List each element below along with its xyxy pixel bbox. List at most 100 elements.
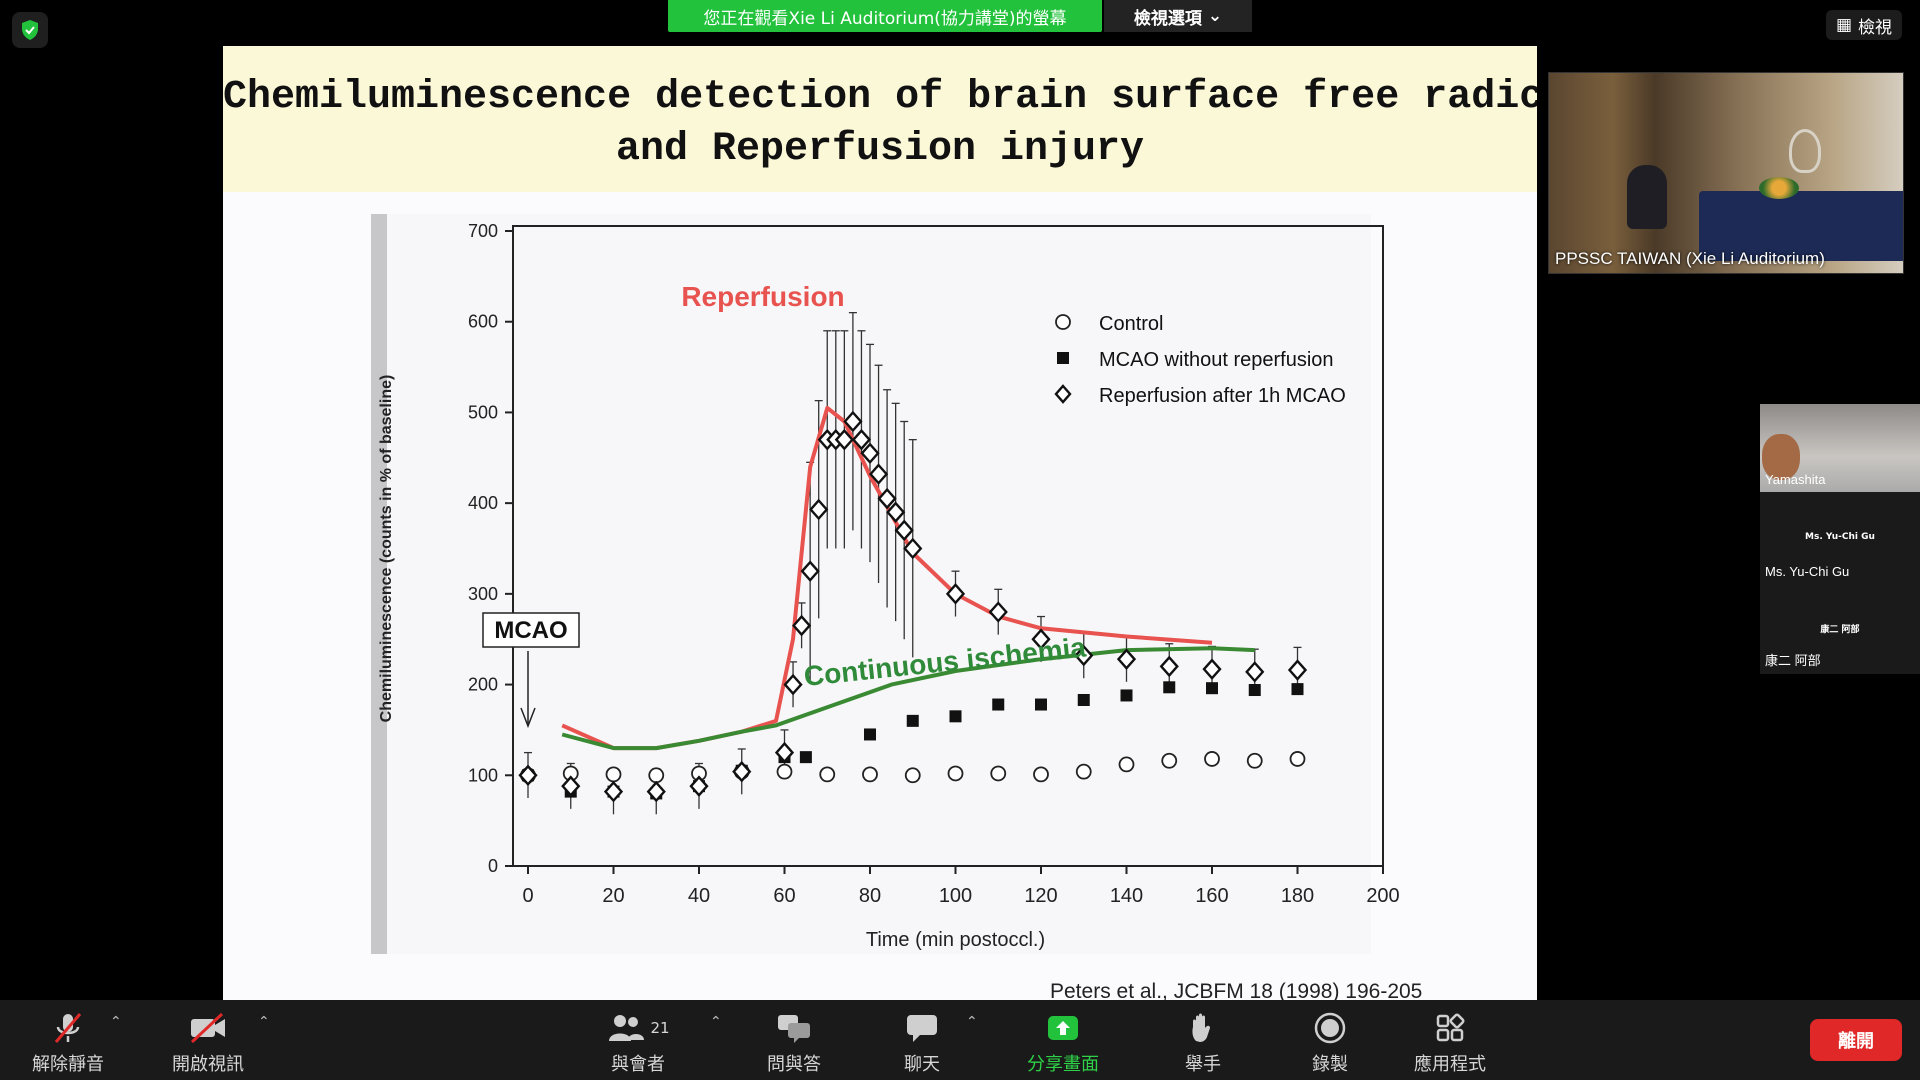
video-speaker — [1627, 165, 1667, 229]
point-control — [947, 765, 964, 782]
legend-marker-mcao — [1057, 352, 1069, 364]
video-lamp — [1789, 129, 1821, 173]
share-screen-button[interactable]: 分享畫面 — [1003, 1010, 1123, 1076]
x-tick-label: 60 — [773, 885, 795, 907]
slide-header — [223, 46, 1537, 192]
point-control — [1075, 763, 1092, 780]
point-control — [862, 766, 878, 783]
video-main-label: PPSSC TAIWAN (Xie Li Auditorium) — [1555, 249, 1825, 268]
share-banner: 您正在觀看Xie Li Auditorium(協力講堂)的螢幕 — [668, 0, 1102, 32]
video-options-caret[interactable]: ⌃ — [258, 1014, 270, 1030]
point-reperfusion — [1031, 628, 1051, 651]
point-control — [1246, 752, 1263, 769]
apps-icon — [1390, 1010, 1510, 1046]
unmute-button[interactable]: 解除靜音 — [8, 1010, 128, 1076]
point-reperfusion — [1287, 659, 1308, 681]
point-reperfusion — [894, 519, 914, 542]
legend-label: Control — [1099, 313, 1163, 335]
leave-button[interactable]: 離開 — [1810, 1019, 1902, 1061]
point-mcao — [992, 698, 1005, 711]
point-mcao — [864, 728, 876, 741]
view-button[interactable]: ▦ 檢視 — [1825, 10, 1902, 40]
apps-label: 應用程式 — [1414, 1054, 1486, 1075]
x-tick-label: 160 — [1195, 885, 1228, 907]
x-tick-label: 20 — [602, 885, 624, 907]
chevron-down-icon: ⌄ — [1207, 6, 1223, 26]
qa-button[interactable]: 問與答 — [734, 1010, 854, 1076]
plot-frame — [512, 225, 1384, 867]
start-video-button[interactable]: 開啟視訊 — [148, 1010, 268, 1076]
point-reperfusion — [834, 428, 854, 451]
mcao-arrowhead — [520, 707, 536, 729]
y-tick-label: 300 — [468, 584, 498, 604]
point-reperfusion — [809, 498, 829, 521]
view-options-button[interactable]: 檢視選項 ⌄ — [1104, 0, 1252, 32]
tile1-label: Yamashita — [1765, 472, 1826, 487]
point-reperfusion — [774, 741, 795, 764]
chat-button[interactable]: 聊天 — [862, 1010, 982, 1076]
x-tick-label: 100 — [939, 885, 972, 907]
video-off-icon — [148, 1010, 268, 1046]
x-tick-label: 180 — [1281, 885, 1314, 907]
point-mcao — [799, 751, 812, 764]
point-reperfusion — [689, 775, 709, 797]
audio-options-caret[interactable]: ⌃ — [110, 1014, 122, 1030]
raise-hand-button[interactable]: 舉手 — [1143, 1010, 1263, 1076]
participants-count: 21 — [650, 1019, 670, 1037]
apps-button[interactable]: 應用程式 — [1390, 1010, 1510, 1076]
share-screen-icon — [1003, 1010, 1123, 1046]
point-control — [819, 766, 836, 783]
y-axis-label: Chemiluminescence (counts in % of baseli… — [378, 375, 395, 723]
point-reperfusion — [877, 487, 897, 510]
record-label: 錄製 — [1312, 1054, 1348, 1075]
x-tick-label: 40 — [688, 885, 710, 907]
point-mcao — [1163, 681, 1176, 694]
x-tick-label: 80 — [859, 885, 881, 907]
participant-face — [1762, 434, 1800, 480]
point-control — [1204, 751, 1220, 767]
security-shield-icon[interactable] — [12, 12, 48, 48]
point-reperfusion — [783, 673, 803, 696]
meeting-toolbar: 解除靜音 ⌃ 開啟視訊 ⌃ 21 與會者 ⌃ 問與答 聊天 ⌃ 分享畫面 — [0, 1000, 1920, 1080]
point-reperfusion — [988, 601, 1008, 623]
y-tick-label: 600 — [468, 312, 498, 332]
participants-icon-wrap: 21 — [578, 1010, 698, 1046]
point-mcao — [1120, 689, 1133, 702]
point-control — [990, 765, 1007, 782]
record-icon — [1270, 1010, 1390, 1046]
point-control — [605, 766, 622, 783]
point-mcao — [1035, 698, 1047, 711]
mcao-label: MCAO — [494, 617, 567, 644]
qa-icon — [734, 1010, 854, 1046]
point-reperfusion — [518, 764, 538, 787]
video-tile-main[interactable]: PPSSC TAIWAN (Xie Li Auditorium) — [1548, 72, 1904, 274]
reperfusion-label: Reperfusion — [681, 281, 844, 312]
y-tick-label: 700 — [468, 221, 498, 241]
legend-label: Reperfusion after 1h MCAO — [1099, 385, 1346, 407]
point-reperfusion — [851, 428, 872, 451]
point-mcao — [1248, 684, 1261, 697]
chart-paper-edge — [371, 214, 387, 954]
y-tick-label: 100 — [468, 765, 498, 785]
point-reperfusion — [603, 780, 624, 803]
chat-label: 聊天 — [904, 1054, 940, 1075]
point-reperfusion — [860, 442, 880, 465]
chat-icon — [862, 1010, 982, 1046]
participants-options-caret[interactable]: ⌃ — [710, 1014, 722, 1030]
record-button[interactable]: 錄製 — [1270, 1010, 1390, 1076]
view-button-label: 檢視 — [1858, 17, 1892, 38]
point-reperfusion — [1116, 648, 1137, 670]
tile3-center-name: 康二 阿部 — [1820, 625, 1860, 635]
point-reperfusion — [1202, 658, 1222, 680]
y-tick-label: 500 — [468, 402, 498, 422]
video-flowers — [1759, 177, 1799, 199]
x-tick-label: 0 — [522, 885, 533, 907]
chemiluminescence-chart: 0 100 200 300 400 500 600 700 0 20 40 60 80 100 120 140… — [371, 214, 1400, 954]
point-mcao — [949, 710, 962, 723]
participants-button[interactable]: 21 與會者 — [578, 1010, 698, 1076]
chat-options-caret[interactable]: ⌃ — [966, 1014, 978, 1030]
mic-muted-icon — [8, 1010, 128, 1046]
video-tile-yamashita[interactable]: Yamashita — [1760, 404, 1920, 492]
share-screen-label: 分享畫面 — [1027, 1054, 1099, 1075]
x-tick-label: 120 — [1024, 885, 1057, 907]
